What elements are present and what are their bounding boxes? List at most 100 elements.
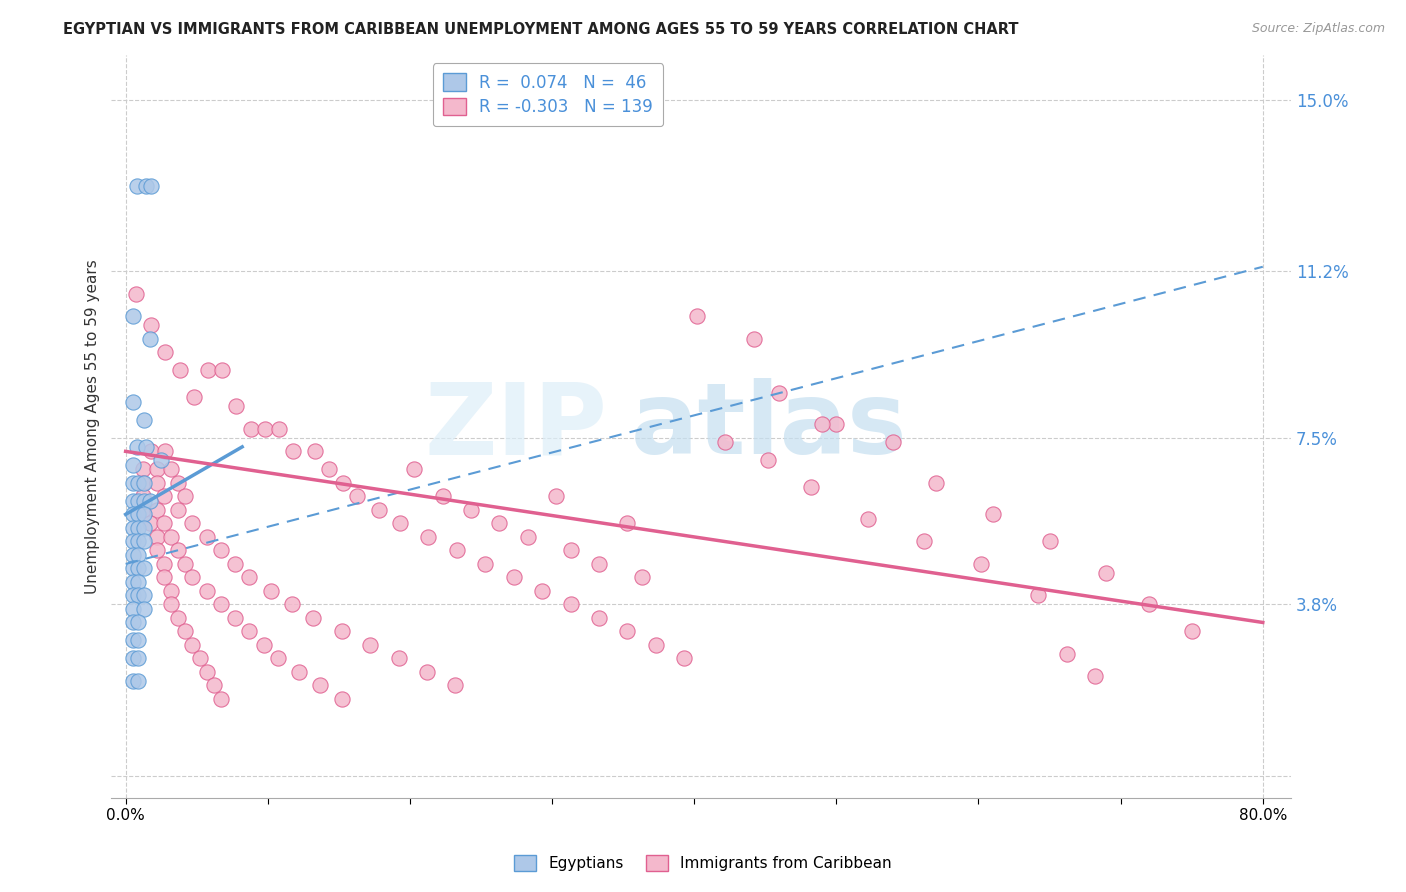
Point <box>167 503 190 517</box>
Point <box>141 318 163 333</box>
Point <box>121 561 143 575</box>
Point <box>121 651 143 665</box>
Point <box>1038 534 1060 549</box>
Point <box>146 530 169 544</box>
Point <box>1137 598 1160 612</box>
Point <box>673 651 696 665</box>
Point <box>127 561 149 575</box>
Point <box>914 534 936 549</box>
Point <box>127 615 149 630</box>
Point <box>209 543 232 558</box>
Point <box>139 516 162 531</box>
Point <box>121 521 143 535</box>
Point <box>259 583 281 598</box>
Point <box>121 615 143 630</box>
Point <box>211 363 233 377</box>
Point <box>155 345 177 359</box>
Point <box>121 310 143 324</box>
Point <box>146 543 169 558</box>
Point <box>281 598 304 612</box>
Point <box>132 475 155 490</box>
Point <box>131 462 153 476</box>
Point <box>562 102 585 116</box>
Point <box>1084 669 1107 683</box>
Point <box>502 570 524 584</box>
Point <box>132 534 155 549</box>
Point <box>474 557 496 571</box>
Point <box>283 444 305 458</box>
Point <box>153 516 176 531</box>
Point <box>127 589 149 603</box>
Point <box>127 508 149 522</box>
Point <box>925 475 948 490</box>
Point <box>121 673 143 688</box>
Point <box>160 583 183 598</box>
Point <box>202 678 225 692</box>
Point <box>121 534 143 549</box>
Point <box>756 453 779 467</box>
Point <box>139 494 162 508</box>
Point <box>346 489 368 503</box>
Text: atlas: atlas <box>630 378 907 475</box>
Point <box>768 385 790 400</box>
Point <box>800 480 823 494</box>
Point <box>388 516 411 531</box>
Point <box>121 633 143 648</box>
Point <box>253 422 276 436</box>
Point <box>309 678 332 692</box>
Point <box>121 394 143 409</box>
Point <box>811 417 834 432</box>
Point <box>127 534 149 549</box>
Point <box>209 692 232 706</box>
Point <box>616 624 638 639</box>
Point <box>125 178 148 193</box>
Point <box>238 570 260 584</box>
Point <box>121 458 143 472</box>
Point <box>167 543 190 558</box>
Point <box>127 494 149 508</box>
Point <box>131 503 153 517</box>
Point <box>153 570 176 584</box>
Point <box>742 332 765 346</box>
Point <box>197 363 219 377</box>
Point <box>588 611 610 625</box>
Point <box>121 602 143 616</box>
Text: ZIP: ZIP <box>425 378 607 475</box>
Point <box>714 435 737 450</box>
Point <box>367 503 389 517</box>
Point <box>132 561 155 575</box>
Point <box>160 530 183 544</box>
Point <box>416 665 439 679</box>
Point <box>630 570 652 584</box>
Point <box>169 363 191 377</box>
Point <box>153 557 176 571</box>
Point <box>188 651 211 665</box>
Legend: R =  0.074   N =  46, R = -0.303   N = 139: R = 0.074 N = 46, R = -0.303 N = 139 <box>433 63 664 127</box>
Point <box>1181 624 1204 639</box>
Point <box>174 557 197 571</box>
Point <box>444 678 467 692</box>
Point <box>288 665 311 679</box>
Point <box>121 574 143 589</box>
Point <box>224 611 246 625</box>
Point <box>359 638 381 652</box>
Point <box>418 530 440 544</box>
Point <box>686 310 709 324</box>
Point <box>332 475 354 490</box>
Point <box>127 548 149 562</box>
Point <box>135 178 157 193</box>
Point <box>127 651 149 665</box>
Point <box>330 692 353 706</box>
Point <box>267 651 290 665</box>
Point <box>141 178 163 193</box>
Point <box>146 475 169 490</box>
Point <box>127 574 149 589</box>
Point <box>124 286 146 301</box>
Point <box>181 570 204 584</box>
Point <box>588 557 610 571</box>
Text: EGYPTIAN VS IMMIGRANTS FROM CARIBBEAN UNEMPLOYMENT AMONG AGES 55 TO 59 YEARS COR: EGYPTIAN VS IMMIGRANTS FROM CARIBBEAN UN… <box>63 22 1019 37</box>
Point <box>318 462 340 476</box>
Point <box>141 444 163 458</box>
Point <box>132 589 155 603</box>
Point <box>131 475 153 490</box>
